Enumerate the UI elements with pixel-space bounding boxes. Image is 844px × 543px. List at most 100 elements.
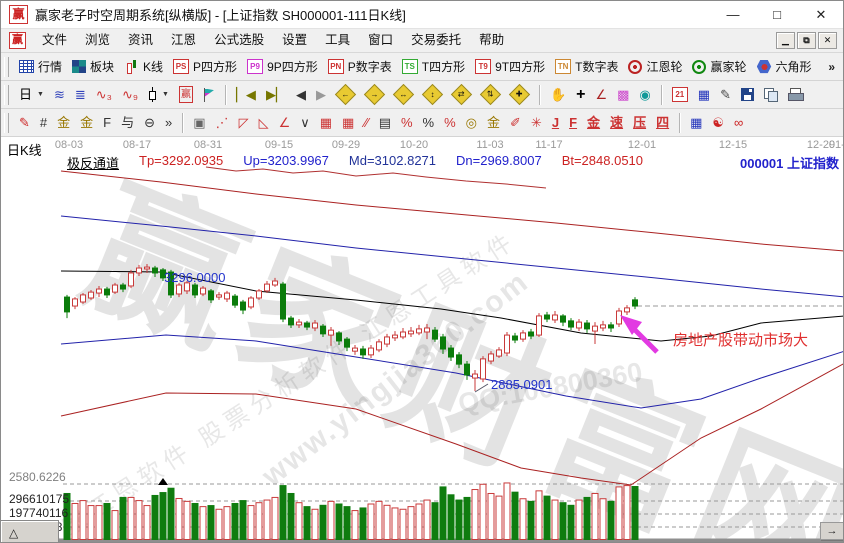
zigzag-button[interactable]: ∨ bbox=[295, 112, 315, 133]
diamond-h-expand-button[interactable]: ↔ bbox=[389, 83, 418, 106]
diamond-cross-button[interactable]: ✚ bbox=[505, 83, 534, 106]
menu-item-3[interactable]: 资讯 bbox=[128, 33, 154, 47]
p-number-table-button-icon: PN bbox=[327, 59, 344, 74]
menu-item-1[interactable]: 文件 bbox=[42, 33, 68, 47]
gann-wheel-button[interactable]: 江恩轮 bbox=[623, 55, 687, 78]
minimize-button[interactable]: — bbox=[726, 6, 740, 22]
gold-ratio-button[interactable]: 金 bbox=[52, 112, 75, 133]
diamond-left-button[interactable]: ← bbox=[331, 83, 360, 106]
period-day-button[interactable]: 日 ▼ bbox=[14, 84, 49, 105]
boxed-fan2-button[interactable]: ◺ bbox=[254, 112, 274, 133]
pane-toggle-button[interactable]: △ bbox=[1, 520, 59, 542]
kline-chart-canvas[interactable] bbox=[1, 137, 844, 543]
circle-cycle-button[interactable]: ⊖ bbox=[139, 112, 160, 133]
parallel-lines-button[interactable]: ∕∕ bbox=[359, 112, 373, 133]
info-document-button[interactable]: ≣ bbox=[70, 84, 91, 105]
diamond-right-button[interactable]: → bbox=[360, 83, 389, 106]
stats-percent-button[interactable]: ▤ bbox=[374, 112, 396, 133]
gold-angle-button[interactable]: 金 bbox=[582, 112, 605, 133]
hexagon-button[interactable]: 六角形 bbox=[752, 55, 817, 78]
percent-lines-button[interactable]: % bbox=[439, 112, 461, 133]
yinyang-button[interactable]: ☯ bbox=[707, 112, 729, 133]
market-quotes-button[interactable]: 行情 bbox=[14, 55, 67, 78]
j-angle-button[interactable]: J bbox=[547, 112, 564, 133]
p-square-button[interactable]: PS P四方形 bbox=[168, 55, 242, 78]
candle-style-button[interactable]: ▼ bbox=[143, 84, 174, 105]
diamond-swap-h-button[interactable]: ⇄ bbox=[447, 83, 476, 106]
next-button[interactable]: ▶ bbox=[311, 84, 331, 105]
four-angle-button[interactable]: 四 bbox=[651, 112, 674, 133]
winner-tool-button[interactable]: 赢 bbox=[174, 83, 198, 106]
grid-lines-button[interactable]: # bbox=[35, 112, 52, 133]
angle-measure-button[interactable]: ∠ bbox=[590, 84, 612, 105]
speed-angle-button[interactable]: 速 bbox=[605, 112, 628, 133]
gann-grid-button[interactable]: ▦ bbox=[315, 112, 337, 133]
scroll-right-button[interactable]: → bbox=[820, 522, 843, 540]
angle-lines-button[interactable]: ∠ bbox=[274, 112, 296, 133]
calculator-button[interactable]: ▦ bbox=[693, 84, 715, 105]
mdi-close-button[interactable]: ✕ bbox=[818, 32, 837, 49]
pink-grid-button[interactable]: ▩ bbox=[612, 84, 634, 105]
chart-pane[interactable]: 赢家财富网 www.yingjia360.com QQ:100800360 赢家… bbox=[1, 137, 844, 543]
star-tool-button[interactable]: ✳ bbox=[526, 112, 547, 133]
brush-candle-button[interactable]: ✐ bbox=[505, 112, 526, 133]
gold-lines-button[interactable]: 金 bbox=[482, 112, 505, 133]
save-button[interactable] bbox=[736, 85, 759, 104]
calendar-button[interactable]: 21 bbox=[667, 84, 693, 105]
menu-item-10[interactable]: 帮助 bbox=[479, 33, 505, 47]
candle-body bbox=[328, 329, 334, 336]
flag-button[interactable] bbox=[198, 85, 220, 105]
box-tool-button[interactable]: ▣ bbox=[188, 112, 210, 133]
skip-start-button[interactable]: ▏◀ bbox=[231, 84, 261, 105]
boxed-fan-button[interactable]: ◸ bbox=[234, 112, 254, 133]
p-number-table-button[interactable]: PN P数字表 bbox=[323, 55, 397, 78]
wave3-button[interactable]: ∿₃ bbox=[91, 84, 117, 105]
grid-yellow-button[interactable]: ▦ bbox=[685, 112, 707, 133]
fibonacci-button[interactable]: F bbox=[98, 112, 116, 133]
percent-button[interactable]: % bbox=[418, 112, 440, 133]
mdi-restore-button[interactable]: ⧉ bbox=[797, 32, 816, 49]
gann-fan-button[interactable]: ⋰ bbox=[211, 112, 234, 133]
menu-item-2[interactable]: 浏览 bbox=[85, 33, 111, 47]
infinity-button[interactable]: ∞ bbox=[729, 112, 748, 133]
wave9-button[interactable]: ∿₉ bbox=[117, 84, 143, 105]
close-button[interactable]: ✕ bbox=[815, 6, 827, 22]
t-number-table-button[interactable]: TN T数字表 bbox=[550, 55, 623, 78]
notepad-button[interactable]: ✎ bbox=[715, 84, 736, 105]
menu-item-4[interactable]: 江恩 bbox=[171, 33, 197, 47]
copy-button[interactable] bbox=[759, 85, 783, 105]
diamond-v-expand-button[interactable]: ↕ bbox=[418, 83, 447, 106]
skip-end-button[interactable]: ▶▏ bbox=[261, 84, 291, 105]
t-square-button[interactable]: TS T四方形 bbox=[397, 55, 470, 78]
prev-button[interactable]: ◀ bbox=[291, 84, 311, 105]
gold-section-button[interactable]: 金 bbox=[75, 112, 98, 133]
brush-button[interactable]: ✎ bbox=[14, 112, 35, 133]
print-button[interactable] bbox=[783, 85, 808, 104]
kline-button[interactable]: K线 bbox=[119, 55, 168, 78]
draw-overflow-button[interactable]: » bbox=[160, 112, 177, 133]
winner-wheel-button[interactable]: 赢家轮 bbox=[687, 55, 751, 78]
menu-item-6[interactable]: 设置 bbox=[282, 33, 308, 47]
diamond-swap-v-button[interactable]: ⇅ bbox=[476, 83, 505, 106]
candle-body bbox=[224, 292, 230, 300]
gold-circle-button[interactable]: ◎ bbox=[461, 112, 482, 133]
spiral-button[interactable]: 与 bbox=[116, 112, 139, 133]
cycle-brain-button[interactable]: ◉ bbox=[634, 84, 655, 105]
t9-square-button[interactable]: T9 9T四方形 bbox=[470, 55, 550, 78]
gann-grid2-button[interactable]: ▦ bbox=[337, 112, 359, 133]
menu-item-8[interactable]: 窗口 bbox=[368, 33, 394, 47]
sectors-button[interactable]: 板块 bbox=[67, 55, 119, 78]
mdi-minimize-button[interactable]: ▁ bbox=[776, 32, 795, 49]
p9-square-button[interactable]: P9 9P四方形 bbox=[242, 55, 323, 78]
wave-chart-button[interactable]: ≋ bbox=[49, 84, 70, 105]
percent-red-button[interactable]: % bbox=[396, 112, 418, 133]
crosshair-button[interactable]: + bbox=[571, 84, 590, 105]
maximize-button[interactable]: □ bbox=[773, 6, 781, 22]
menu-item-5[interactable]: 公式选股 bbox=[214, 33, 265, 47]
f-angle-button[interactable]: F bbox=[564, 112, 582, 133]
pan-hand-button[interactable]: ✋ bbox=[545, 84, 571, 105]
pressure-angle-button[interactable]: 压 bbox=[628, 112, 651, 133]
menu-item-7[interactable]: 工具 bbox=[325, 33, 351, 47]
menu-item-9[interactable]: 交易委托 bbox=[411, 33, 462, 47]
toolbar-overflow-button[interactable]: » bbox=[828, 59, 835, 74]
